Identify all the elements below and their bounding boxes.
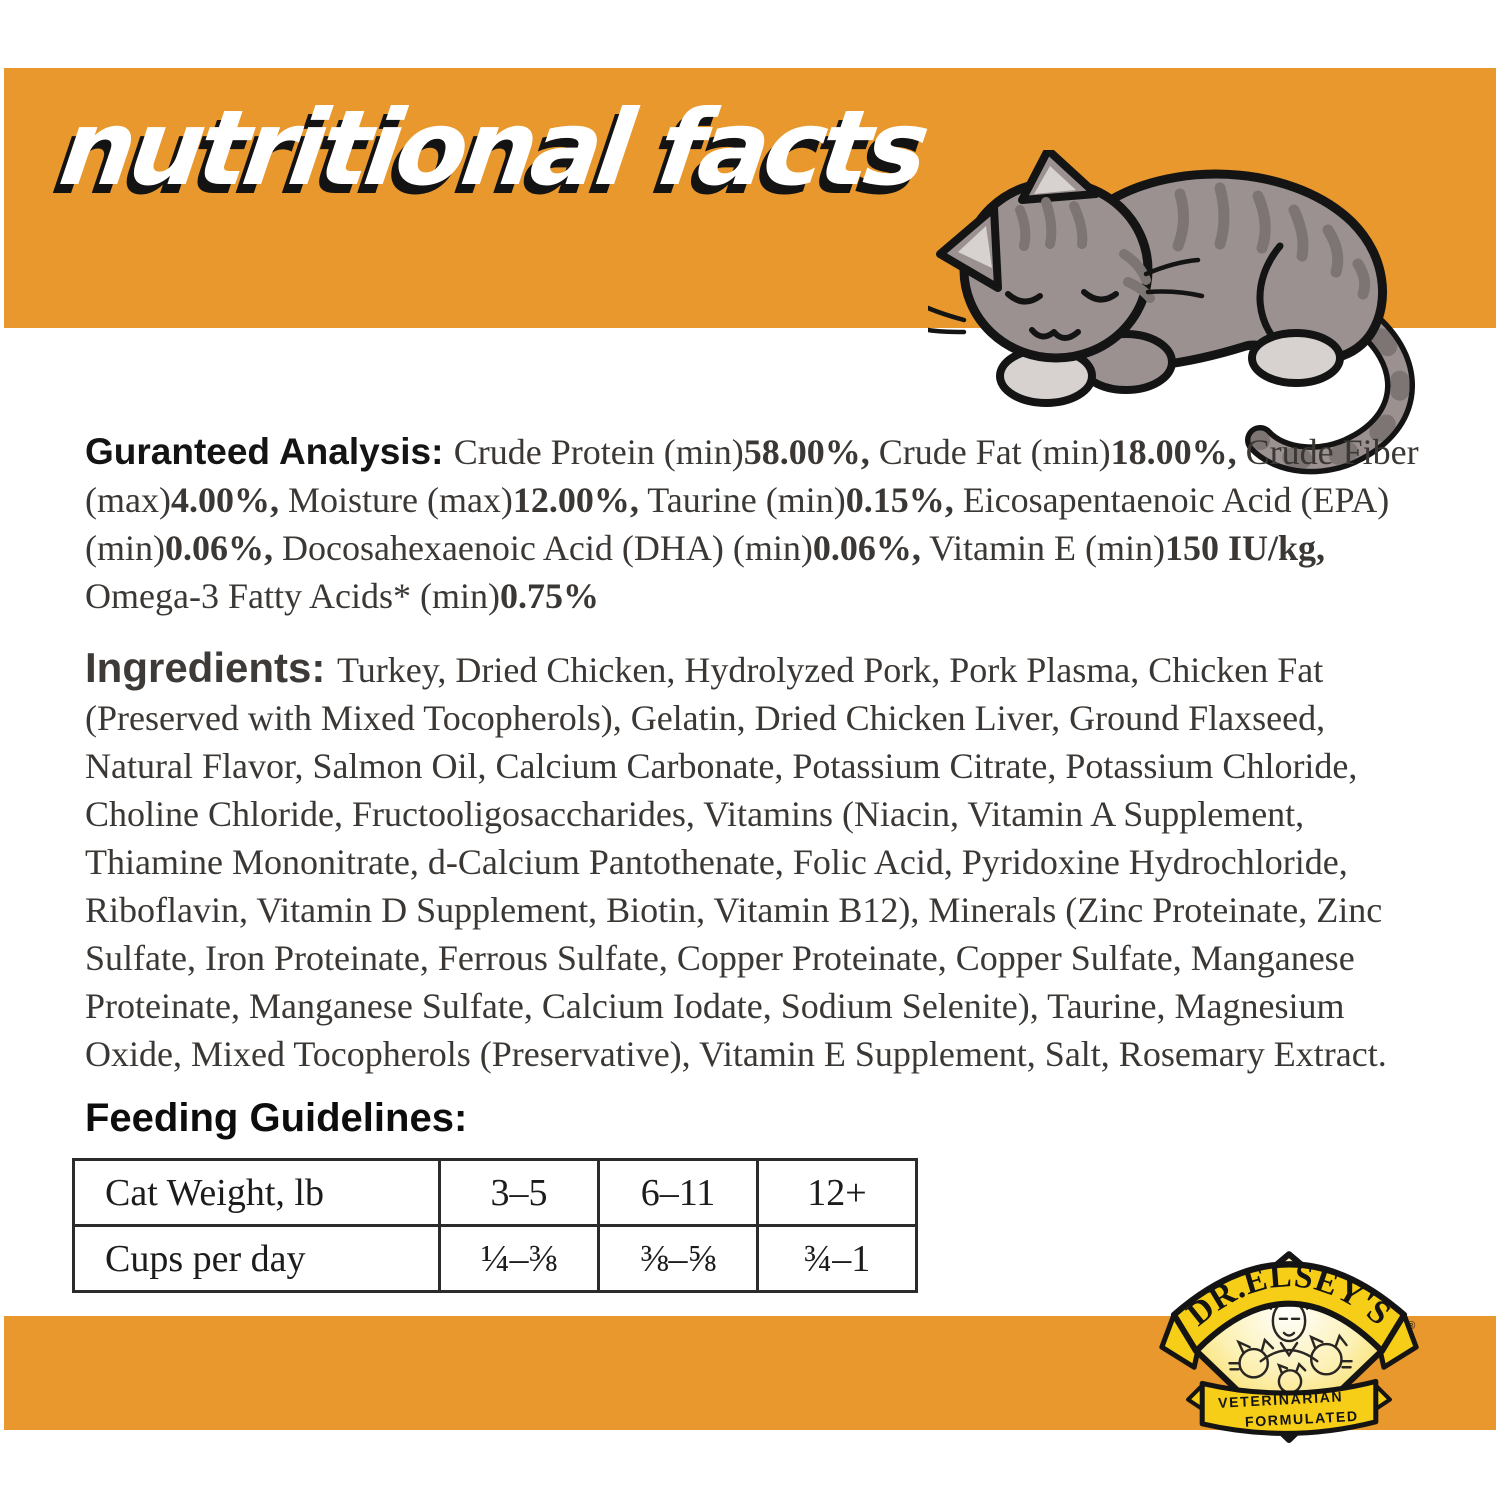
text-segment: Vitamin E (min) [920,528,1165,568]
text-segment: Eicosapentaenoic Acid (EPA) (min) [85,480,1390,568]
text-segment: Crude Fiber (max) [85,432,1419,520]
cat-body-stripes [1172,182,1371,300]
table-cell: ¼–⅜ [438,1224,600,1293]
logo-tagline-line1: VETERINARIAN [1218,1388,1344,1411]
table-row: Cat Weight, lb 3–5 6–11 12+ [72,1158,918,1227]
text-segment: Crude Fat (min) [869,432,1111,472]
text-segment: 18.00%, [1110,432,1237,472]
text-segment: 58.00%, [743,432,870,472]
cat-hind-paw [1248,329,1344,387]
text-segment: Omega-3 Fatty Acids* (min) [85,576,500,616]
cat-left-ear-inner [958,226,992,268]
ingredients-paragraph: Ingredients: Turkey, Dried Chicken, Hydr… [85,644,1437,1078]
text-segment: 0.15%, [845,480,954,520]
cat-closed-eyes [1005,289,1119,305]
logo-ribbon: VETERINARIAN FORMULATED [1186,1378,1392,1436]
text-segment: 12.00%, [512,480,639,520]
dr-elseys-logo: VETERINARIAN FORMULATED DR.ELSEY'S ® [1159,1251,1419,1443]
text-segment: Ingredients: [85,644,338,691]
text-segment: 4.00%, [170,480,279,520]
table-row-header: Cups per day [72,1224,441,1293]
logo-registered-mark: ® [1407,1320,1415,1332]
table-cell: 12+ [756,1158,918,1227]
cat-mouth [1029,327,1081,341]
text-segment: Guranteed Analysis: [85,431,454,472]
text-segment: Crude Protein (min) [453,432,744,472]
text-segment: Taurine (min) [638,480,846,520]
cat-whiskers [928,257,1205,335]
table-cell: ¾–1 [756,1224,918,1293]
text-segment: Docosahexaenoic Acid (DHA) (min) [272,528,813,568]
cat-head-stripes [1015,197,1155,303]
cat-top-ear-inner [1034,166,1076,194]
feeding-guidelines-heading: Feeding Guidelines: [85,1096,468,1140]
table-cell: 3–5 [438,1158,600,1227]
sleeping-cat-illustration [928,150,1415,475]
guaranteed-analysis-paragraph: Guranteed Analysis: Crude Protein (min)5… [85,428,1437,620]
table-cell: 6–11 [597,1158,759,1227]
text-segment: Moisture (max) [278,480,513,520]
table-row: Cups per day ¼–⅜ ⅜–⅝ ¾–1 [72,1224,918,1293]
logo-tagline-line2: FORMULATED [1245,1408,1360,1430]
text-segment: Turkey, Dried Chicken, Hydrolyzed Pork, … [85,650,1387,1074]
text-segment: 150 IU/kg, [1164,528,1325,568]
page-title: nutritional facts [53,87,932,209]
cat-tail-stripes [1250,308,1410,469]
table-row-header: Cat Weight, lb [72,1158,441,1227]
text-segment: 0.75% [499,576,599,616]
text-segment: 0.06%, [812,528,921,568]
text-segment: 0.06%, [164,528,273,568]
table-cell: ⅜–⅝ [597,1224,759,1293]
feeding-guidelines-table: Cat Weight, lb 3–5 6–11 12+ Cups per day ¼–⅜ ⅜… [72,1158,918,1293]
